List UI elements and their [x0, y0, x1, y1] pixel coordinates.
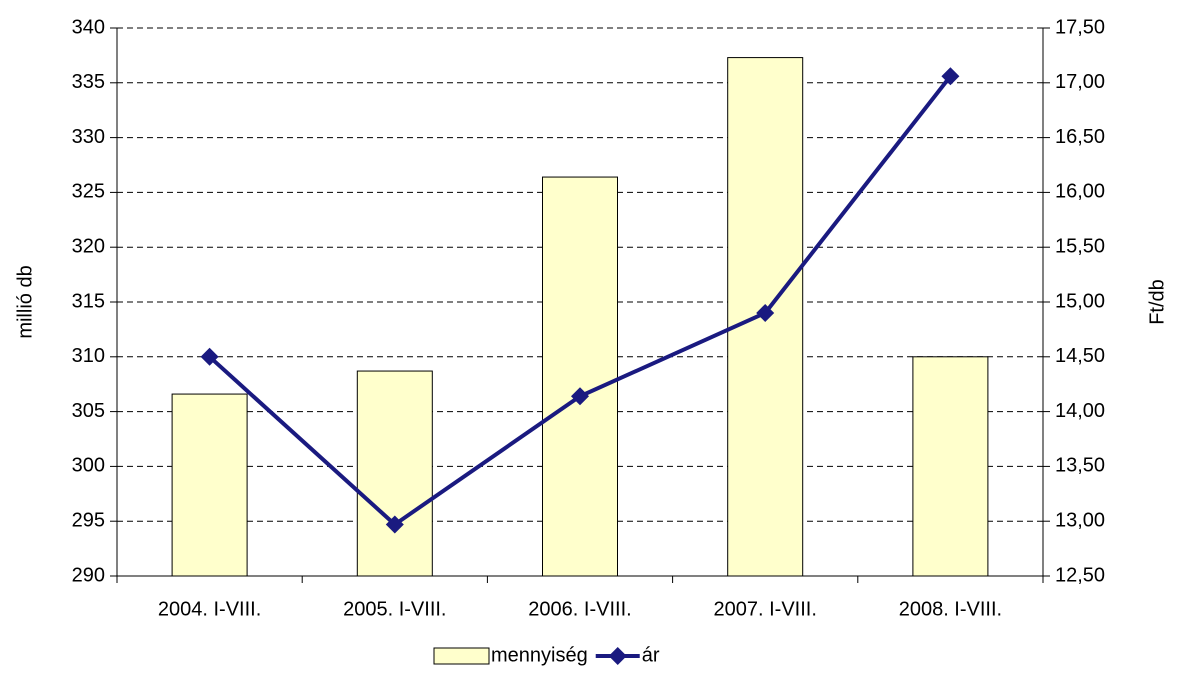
bar	[912, 356, 989, 577]
y-tick-label: 325	[72, 181, 105, 203]
y-tick-label: 335	[72, 71, 105, 93]
y-tick-label: 305	[72, 400, 105, 422]
bar	[171, 393, 248, 577]
x-tick-label: 2006. I-VIII.	[528, 598, 631, 620]
y2-tick-label: 15,50	[1055, 235, 1105, 257]
legend-marker	[608, 647, 627, 665]
x-tick-label: 2007. I-VIII.	[714, 598, 817, 620]
y-axis-label: millió db	[14, 265, 36, 338]
y2-axis-label: Ft/db	[1146, 279, 1168, 325]
y2-tick-label: 16,50	[1055, 126, 1105, 148]
y-tick-label: 315	[72, 290, 105, 312]
y-tick-label: 340	[72, 16, 105, 38]
y2-tick-label: 13,50	[1055, 455, 1105, 477]
y-tick-label: 330	[72, 126, 105, 148]
y2-tick-label: 16,00	[1055, 181, 1105, 203]
y2-tick-label: 17,00	[1055, 71, 1105, 93]
marker	[385, 515, 404, 534]
y-tick-label: 320	[72, 235, 105, 257]
y2-tick-label: 14,50	[1055, 345, 1105, 367]
y2-tick-label: 15,00	[1055, 290, 1105, 312]
legend-label: mennyiség	[491, 644, 588, 666]
y-tick-label: 295	[72, 509, 105, 531]
x-tick-label: 2005. I-VIII.	[343, 598, 446, 620]
marker	[941, 67, 960, 86]
bar	[356, 370, 433, 577]
marker	[756, 303, 775, 322]
x-tick-label: 2008. I-VIII.	[899, 598, 1002, 620]
y-tick-label: 290	[72, 564, 105, 586]
x-tick-label: 2004. I-VIII.	[158, 598, 261, 620]
bar	[542, 176, 618, 577]
y2-tick-label: 13,00	[1055, 509, 1105, 531]
marker	[200, 347, 219, 366]
y-tick-label: 300	[72, 455, 105, 477]
y2-tick-label: 14,00	[1055, 400, 1105, 422]
y-tick-label: 310	[72, 345, 105, 367]
y2-tick-label: 17,50	[1055, 16, 1105, 38]
marker	[571, 387, 589, 406]
y2-tick-label: 12,50	[1055, 564, 1105, 586]
legend-label: ár	[642, 644, 660, 666]
legend-swatch	[433, 647, 490, 665]
